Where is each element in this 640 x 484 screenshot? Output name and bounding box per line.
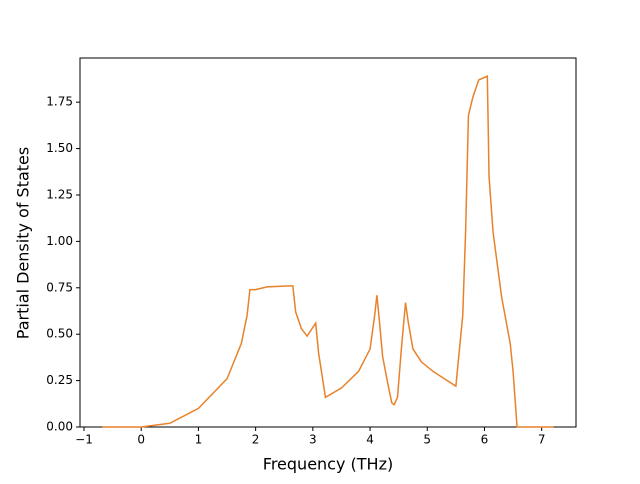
x-tick-label: 3 <box>309 433 317 447</box>
y-tick-label: 1.50 <box>46 141 73 155</box>
y-tick-label: 1.00 <box>46 234 73 248</box>
x-tick-label: −1 <box>75 433 93 447</box>
y-tick-label: 0.75 <box>46 280 73 294</box>
x-tick-label: 1 <box>195 433 203 447</box>
line <box>102 75 554 428</box>
x-tick-label: 7 <box>538 433 546 447</box>
plot-frame <box>79 57 577 428</box>
y-tick-label: 0.25 <box>46 373 73 387</box>
x-axis-label: Frequency (THz) <box>263 455 393 474</box>
x-tick-label: 2 <box>252 433 260 447</box>
x-tick-label: 5 <box>423 433 431 447</box>
y-tick-label: 1.25 <box>46 187 73 201</box>
x-tick-label: 4 <box>366 433 374 447</box>
y-tick-label: 0.00 <box>46 420 73 434</box>
x-tick-label: 0 <box>137 433 145 447</box>
x-tick-label: 6 <box>481 433 489 447</box>
y-axis-label: Partial Density of States <box>14 147 33 339</box>
y-tick-label: 1.75 <box>46 95 73 109</box>
y-tick-label: 0.50 <box>46 327 73 341</box>
